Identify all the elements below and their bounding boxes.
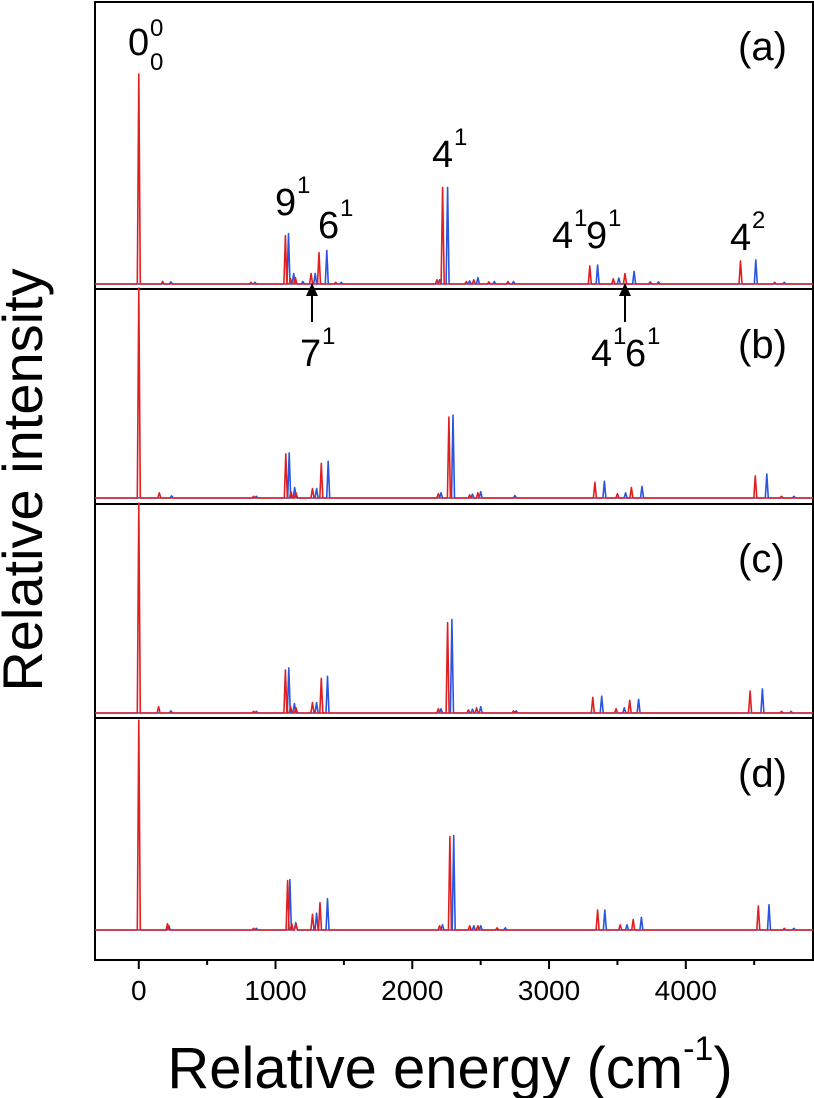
annotation-4-1: 4 1	[432, 124, 467, 176]
arrow-4-1-6-1	[619, 283, 631, 322]
spectrum-line-blue-panel-4	[95, 834, 813, 931]
svg-text:1: 1	[613, 323, 626, 350]
x-tick-label: 3000	[518, 975, 580, 1006]
panel-label-b: (b)	[738, 323, 787, 367]
svg-text:0: 0	[128, 22, 149, 64]
x-tick-label: 2000	[381, 975, 443, 1006]
svg-text:1: 1	[322, 323, 335, 350]
x-tick-label: 4000	[655, 975, 717, 1006]
svg-text:1: 1	[574, 205, 587, 232]
spectrum-line-blue-panel-2	[95, 414, 813, 499]
svg-text:4: 4	[432, 134, 453, 176]
svg-text:6: 6	[318, 205, 339, 247]
panel-label-c: (c)	[738, 537, 785, 581]
plot-frame	[94, 1, 814, 961]
svg-text:1: 1	[608, 205, 621, 232]
svg-text:1: 1	[647, 323, 660, 350]
y-axis-label: Relative intensity	[0, 268, 54, 691]
annotation-7-1: 7 1	[300, 323, 335, 375]
spectrum-line-red-panel-4	[95, 719, 813, 931]
annotation-4-1-6-1: 4 1 6 1	[591, 323, 660, 375]
annotation-origin: 0 0 0	[128, 15, 163, 76]
arrow-7-1	[306, 283, 318, 322]
svg-text:9: 9	[275, 182, 296, 224]
svg-text:1: 1	[297, 172, 310, 199]
spectrum-line-blue-panel-1	[95, 186, 813, 285]
svg-text:9: 9	[586, 215, 607, 257]
x-axis-ticks: 0 1000 2000 3000 4000	[131, 960, 756, 1006]
spectrum-line-red-panel-2	[95, 287, 813, 499]
spectrum-traces	[95, 73, 813, 931]
spectrum-line-blue-panel-3	[95, 618, 813, 714]
x-axis-label: Relative energy (cm-1)	[167, 1030, 732, 1098]
x-tick-label: 0	[131, 975, 147, 1006]
spectrum-line-red-panel-1	[95, 73, 813, 285]
annotation-4-1-9-1: 4 1 9 1	[552, 205, 621, 257]
annotation-9-1: 9 1	[275, 172, 310, 224]
annotation-4-2: 4 2	[730, 207, 765, 259]
svg-text:2: 2	[752, 207, 765, 234]
panel-label-d: (d)	[738, 752, 787, 796]
annotation-6-1: 6 1	[318, 195, 353, 247]
svg-text:0: 0	[150, 49, 163, 76]
spectrum-line-red-panel-3	[95, 502, 813, 714]
svg-text:0: 0	[150, 15, 163, 42]
svg-text:1: 1	[340, 195, 353, 222]
panel-label-a: (a)	[738, 25, 787, 69]
svg-text:4: 4	[591, 333, 612, 375]
svg-text:6: 6	[625, 333, 646, 375]
svg-text:4: 4	[552, 215, 573, 257]
svg-text:4: 4	[730, 217, 751, 259]
svg-text:7: 7	[300, 333, 321, 375]
svg-text:1: 1	[454, 124, 467, 151]
x-tick-label: 1000	[244, 975, 306, 1006]
